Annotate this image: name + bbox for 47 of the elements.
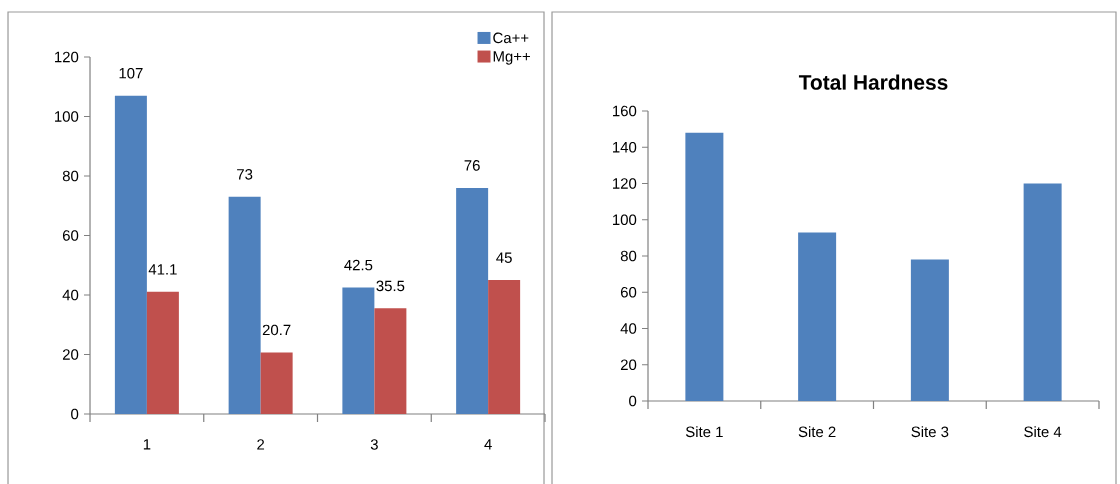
x-tick-label: 3 — [370, 439, 378, 450]
bar — [342, 287, 375, 414]
y-tick-label: 40 — [62, 289, 79, 301]
bar — [456, 187, 489, 414]
y-tick-label: 0 — [71, 408, 79, 420]
y-tick-label: 160 — [613, 105, 637, 117]
bar — [798, 232, 837, 401]
bar — [260, 352, 293, 414]
y-tick-label: 100 — [55, 111, 79, 122]
bar — [1023, 183, 1062, 401]
x-tick-label: 1 — [143, 439, 151, 450]
y-tick-label: 80 — [62, 170, 79, 182]
data-label: 73 — [237, 169, 253, 180]
y-tick-label: 100 — [613, 214, 637, 226]
y-tick-label: 60 — [62, 230, 79, 241]
x-tick-label: Site 3 — [911, 426, 949, 438]
bar — [910, 259, 949, 401]
y-tick-label: 60 — [620, 286, 637, 298]
bar — [114, 95, 147, 414]
y-tick-label: 120 — [613, 178, 637, 189]
data-label: 42.5 — [344, 259, 373, 271]
x-tick-label: 4 — [484, 439, 492, 450]
y-tick-label: 20 — [620, 359, 637, 371]
y-tick-label: 40 — [620, 323, 637, 334]
x-tick-label: 2 — [257, 439, 265, 450]
y-tick-label: 120 — [55, 51, 79, 63]
legend-label: Mg++ — [493, 51, 530, 65]
data-label: 45 — [496, 252, 512, 263]
bar — [488, 280, 521, 414]
y-tick-label: 140 — [613, 141, 637, 153]
chart-title: Total Hardness — [798, 74, 948, 90]
bar — [146, 291, 179, 414]
y-tick-label: 20 — [62, 349, 79, 360]
data-label: 20.7 — [262, 324, 291, 336]
bar — [685, 132, 724, 401]
data-label: 35.5 — [376, 280, 405, 292]
data-label: 41.1 — [148, 264, 177, 275]
data-label: 107 — [119, 67, 143, 79]
y-tick-label: 80 — [620, 250, 637, 262]
bar — [374, 308, 407, 414]
x-tick-label: Site 1 — [685, 426, 723, 438]
y-tick-label: 0 — [629, 395, 637, 407]
legend-label: Ca++ — [493, 32, 529, 44]
x-tick-label: Site 2 — [798, 426, 836, 438]
bar — [228, 196, 261, 414]
x-tick-label: Site 4 — [1024, 426, 1062, 438]
data-label: 76 — [464, 160, 480, 171]
